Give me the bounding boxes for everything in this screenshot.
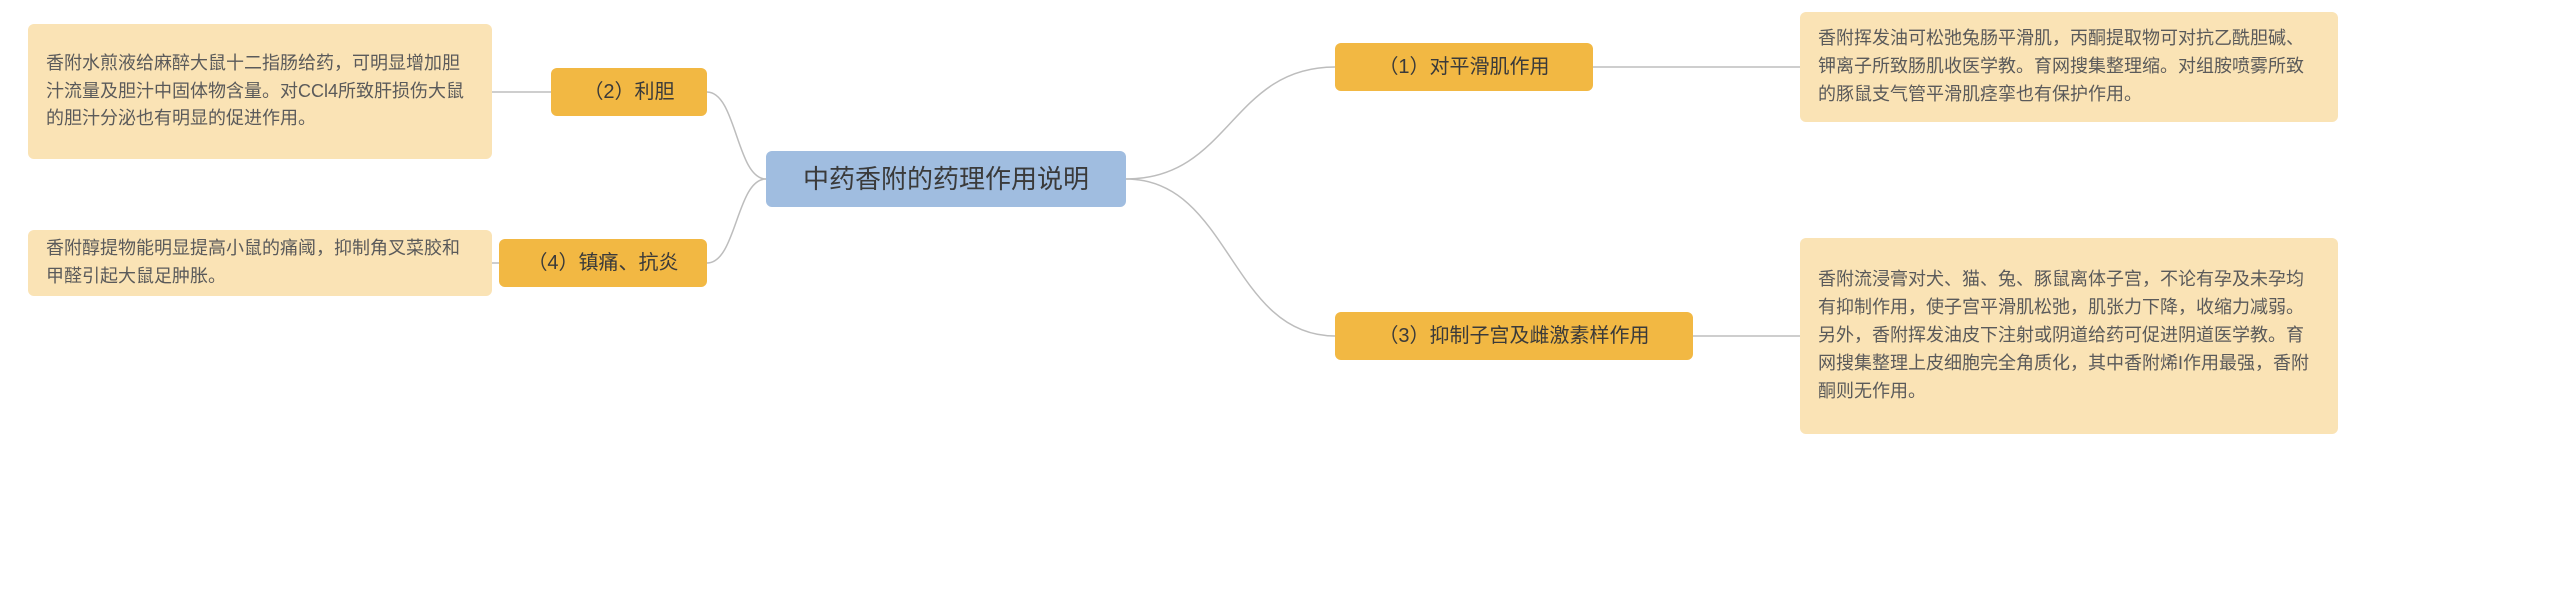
mindmap-canvas: 中药香附的药理作用说明 （1）对平滑肌作用 （2）利胆 （3）抑制子宫及雌激素样… — [0, 0, 2560, 604]
leaf-node-3: 香附流浸膏对犬、猫、兔、豚鼠离体子宫，不论有孕及未孕均有抑制作用，使子宫平滑肌松… — [1800, 238, 2338, 434]
leaf-node-2: 香附水煎液给麻醉大鼠十二指肠给药，可明显增加胆汁流量及胆汁中固体物含量。对CCl… — [28, 24, 492, 159]
leaf-node-1: 香附挥发油可松弛兔肠平滑肌，丙酮提取物可对抗乙酰胆碱、钾离子所致肠肌收医学教。育… — [1800, 12, 2338, 122]
root-node: 中药香附的药理作用说明 — [766, 151, 1126, 207]
branch-node-4: （4）镇痛、抗炎 — [499, 239, 707, 287]
branch-node-1: （1）对平滑肌作用 — [1335, 43, 1593, 91]
leaf-node-4: 香附醇提物能明显提高小鼠的痛阈，抑制角叉菜胶和甲醛引起大鼠足肿胀。 — [28, 230, 492, 296]
branch-node-3: （3）抑制子宫及雌激素样作用 — [1335, 312, 1693, 360]
branch-node-2: （2）利胆 — [551, 68, 707, 116]
